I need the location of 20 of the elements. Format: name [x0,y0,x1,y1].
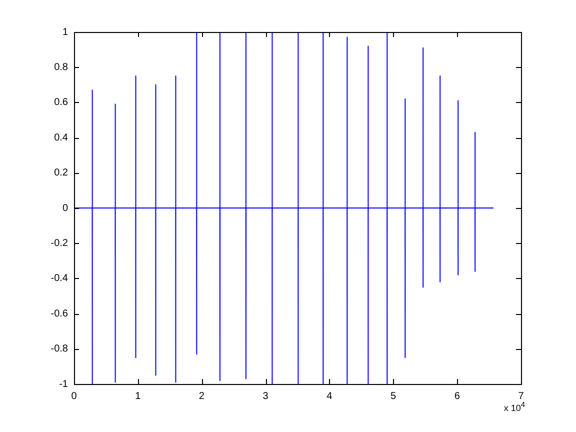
y-tick-label: -0.6 [50,308,68,320]
x-tick-label: 5 [390,390,397,402]
y-tick-label: 0.2 [54,168,68,179]
y-tick-label: -1 [59,378,68,390]
y-tick-label: 0.4 [54,132,68,144]
y-tick-label: -0.2 [50,238,68,249]
y-tick-label: 1 [62,26,68,38]
x-tick-label: 1 [135,390,142,402]
y-tick-label: 0.6 [54,97,68,108]
y-tick-label: 0.8 [54,62,68,73]
x-tick-label: 3 [262,390,269,402]
x-tick-label: 2 [198,390,205,402]
x-tick-label: 4 [326,390,333,402]
y-tick-label: -0.8 [50,344,68,355]
x-tick-label: 7 [518,390,524,402]
y-tick-label: 0 [62,202,68,214]
x-tick-label: 0 [71,390,78,402]
text: x 10$^{4}$ [504,400,525,413]
x-tick-label: 6 [454,390,460,402]
y-tick-label: -0.4 [50,273,68,284]
